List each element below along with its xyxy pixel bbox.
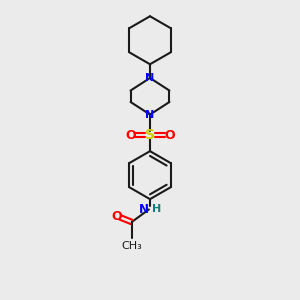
Text: O: O: [164, 129, 175, 142]
Text: CH₃: CH₃: [121, 242, 142, 251]
Text: N: N: [139, 203, 149, 216]
Text: N: N: [146, 73, 154, 83]
Text: S: S: [145, 128, 155, 142]
Text: O: O: [125, 129, 136, 142]
Text: H: H: [152, 204, 161, 214]
Text: N: N: [146, 110, 154, 120]
Text: O: O: [112, 210, 122, 223]
